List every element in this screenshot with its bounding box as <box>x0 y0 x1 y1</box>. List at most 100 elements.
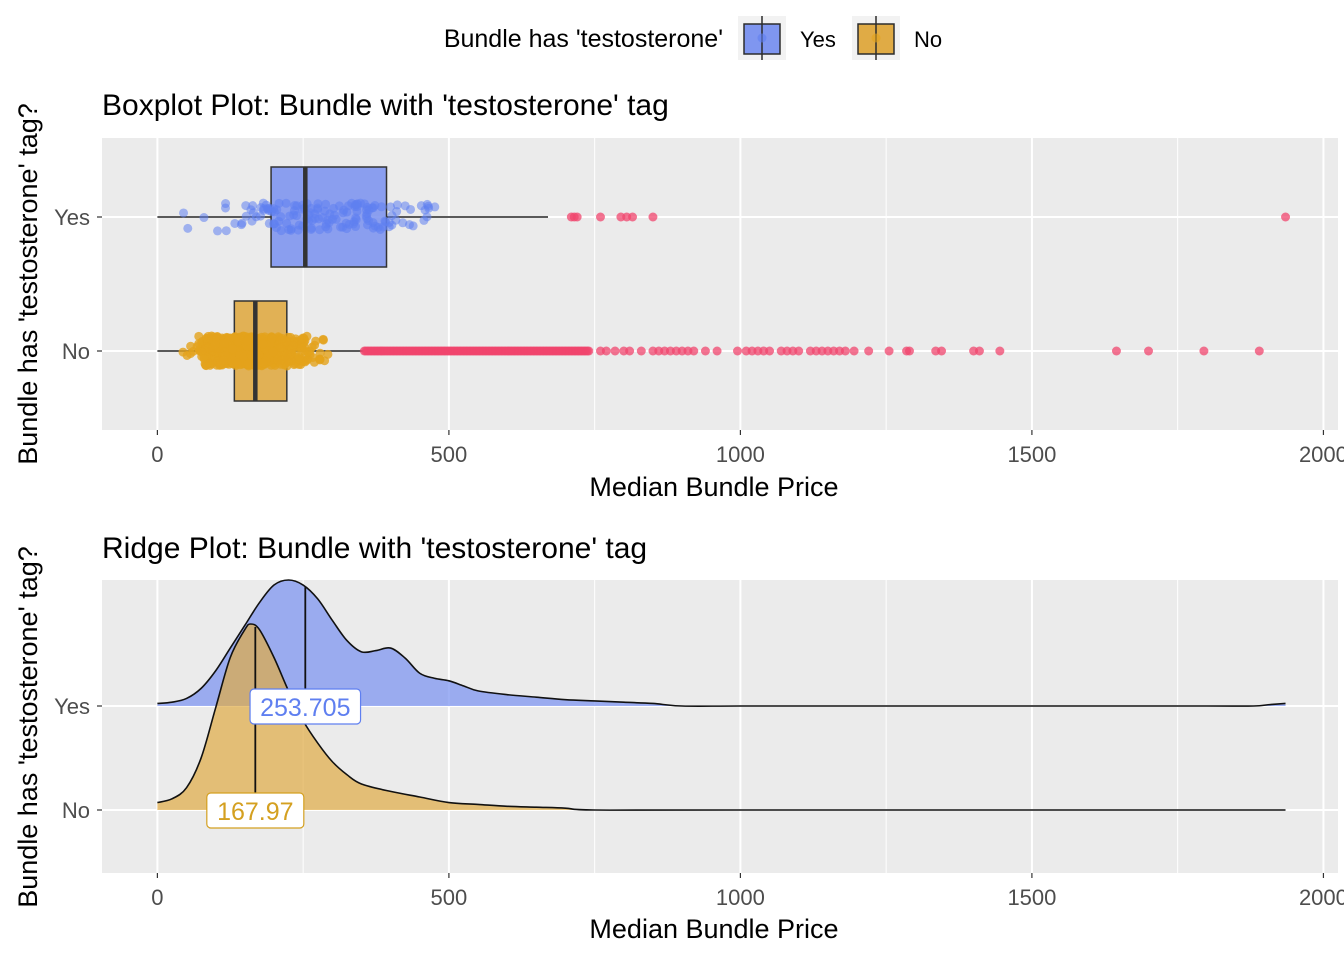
outlier-point <box>1254 346 1264 356</box>
jitter-point <box>342 207 352 217</box>
outlier-point <box>712 346 722 356</box>
jitter-point <box>219 338 229 348</box>
jitter-point <box>341 218 351 228</box>
median-label-box <box>249 688 362 725</box>
jitter-point <box>306 224 316 234</box>
outlier-point <box>648 212 658 222</box>
ridge-y-axis-label: Bundle has 'testosterone' tag? <box>13 546 43 908</box>
jitter-point <box>282 361 292 371</box>
jitter-point <box>422 212 432 222</box>
boxplot-y-axis-label: Bundle has 'testosterone' tag? <box>13 103 43 465</box>
outlier-point <box>995 346 1005 356</box>
x-tick-label: 1500 <box>1007 885 1056 910</box>
legend-title: Bundle has 'testosterone' <box>444 25 723 53</box>
jitter-point <box>323 349 333 359</box>
jitter-point <box>404 220 414 230</box>
outlier-point <box>610 346 620 356</box>
outlier-point <box>628 212 638 222</box>
outlier-point <box>1199 346 1209 356</box>
jitter-point <box>367 203 377 213</box>
jitter-point <box>221 226 231 236</box>
outlier-point <box>904 346 914 356</box>
median-label-no: 167.97 <box>217 798 293 826</box>
outlier-point <box>595 212 605 222</box>
jitter-point <box>424 203 434 213</box>
jitter-point <box>391 215 401 225</box>
jitter-point <box>239 352 249 362</box>
jitter-point <box>213 226 223 236</box>
jitter-point <box>178 347 188 357</box>
jitter-point <box>362 213 372 223</box>
ridge-panel: Ridge Plot: Bundle with 'testosterone' t… <box>13 532 1344 944</box>
jitter-point <box>392 200 402 210</box>
jitter-point <box>313 203 323 213</box>
x-tick-label: 1000 <box>716 885 765 910</box>
jitter-point <box>243 359 253 369</box>
jitter-point <box>242 336 252 346</box>
jitter-point <box>310 340 320 350</box>
y-tick-label: No <box>62 798 90 823</box>
outlier-point <box>1144 346 1154 356</box>
legend-label-yes: Yes <box>800 27 836 52</box>
outlier-point <box>864 346 874 356</box>
jitter-point <box>236 220 246 230</box>
jitter-point <box>210 340 220 350</box>
outlier-point <box>584 346 594 356</box>
jitter-point <box>199 213 209 223</box>
boxplot-x-axis-label: Median Bundle Price <box>589 472 838 502</box>
jitter-point <box>186 341 196 351</box>
y-tick-label: Yes <box>54 205 90 230</box>
jitter-point <box>281 198 291 208</box>
legend-key-yes <box>738 16 786 60</box>
outlier-point <box>636 346 646 356</box>
x-tick-label: 500 <box>431 442 468 467</box>
jitter-point <box>219 355 229 365</box>
outlier-point <box>849 346 859 356</box>
jitter-point <box>267 333 277 343</box>
jitter-point <box>259 204 269 214</box>
jitter-point <box>416 201 426 211</box>
boxplot-marks <box>157 166 1291 402</box>
jitter-point <box>276 343 286 353</box>
jitter-point <box>375 224 385 234</box>
ridge-marks: 253.705 167.97 <box>157 579 1286 829</box>
outlier-point <box>937 346 947 356</box>
outlier-point <box>572 212 582 222</box>
x-tick-label: 0 <box>151 442 163 467</box>
x-tick-label: 0 <box>151 885 163 910</box>
outlier-point <box>840 346 850 356</box>
jitter-point <box>318 334 328 344</box>
outlier-point <box>689 346 699 356</box>
jitter-point <box>351 215 361 225</box>
jitter-point <box>376 202 386 212</box>
jitter-point <box>241 201 251 211</box>
jitter-point <box>248 201 258 211</box>
jitter-point <box>197 347 207 357</box>
jitter-point <box>268 347 278 357</box>
outlier-point <box>732 346 742 356</box>
ridge-outline-no <box>157 623 1286 811</box>
ridge-axes: 0 500 1000 1500 2000 Yes No <box>54 694 1344 910</box>
jitter-point <box>289 206 299 216</box>
jitter-point <box>227 344 237 354</box>
jitter-point <box>258 339 268 349</box>
ridge-title: Ridge Plot: Bundle with 'testosterone' t… <box>102 532 647 565</box>
jitter-point <box>258 358 268 368</box>
jitter-point <box>221 203 231 213</box>
median-label-yes: 253.705 <box>260 694 350 722</box>
jitter-point <box>276 212 286 222</box>
ridge-area-no <box>157 624 1286 811</box>
ridge-outline-yes <box>157 579 1286 707</box>
x-tick-label: 2000 <box>1299 885 1344 910</box>
outlier-point <box>794 346 804 356</box>
x-tick-label: 1000 <box>716 442 765 467</box>
jitter-point <box>384 222 394 232</box>
jitter-point <box>269 219 279 229</box>
legend-key-no <box>852 16 900 60</box>
outlier-point <box>625 346 635 356</box>
jitter-point <box>286 224 296 234</box>
outlier-point <box>1111 346 1121 356</box>
jitter-point <box>400 201 410 211</box>
